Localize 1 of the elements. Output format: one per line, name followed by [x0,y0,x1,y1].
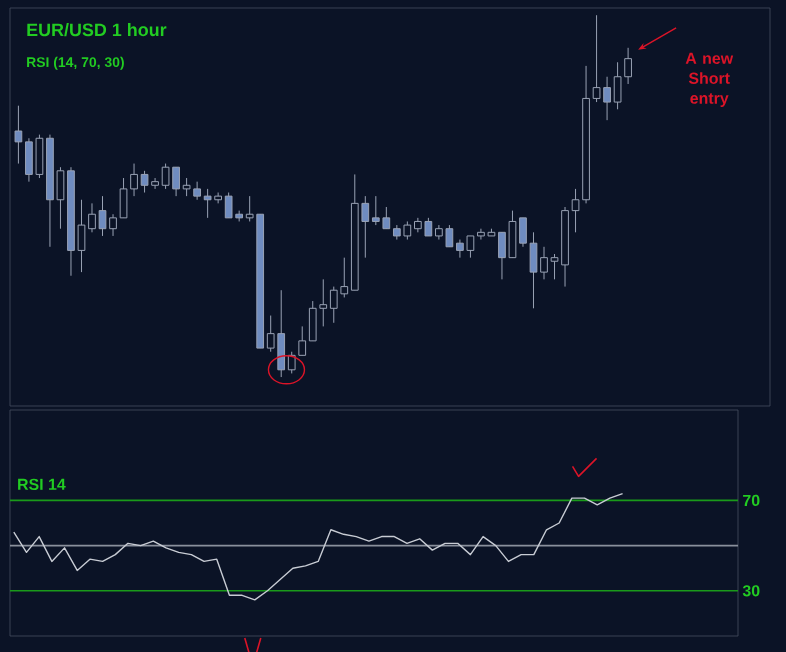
chart-title: EUR/USD 1 hour [27,22,167,37]
